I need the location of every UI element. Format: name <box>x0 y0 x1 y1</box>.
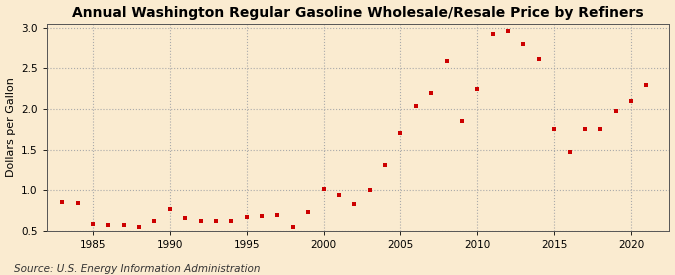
Point <box>564 150 575 154</box>
Point <box>103 223 113 228</box>
Point <box>333 193 344 197</box>
Point <box>288 225 298 229</box>
Point <box>195 218 206 223</box>
Title: Annual Washington Regular Gasoline Wholesale/Resale Price by Refiners: Annual Washington Regular Gasoline Whole… <box>72 6 644 20</box>
Point <box>241 215 252 219</box>
Point <box>149 219 160 224</box>
Text: Source: U.S. Energy Information Administration: Source: U.S. Energy Information Administ… <box>14 264 260 274</box>
Point <box>165 207 176 211</box>
Y-axis label: Dollars per Gallon: Dollars per Gallon <box>5 77 16 177</box>
Point <box>226 218 237 223</box>
Point <box>57 200 68 204</box>
Point <box>180 216 190 220</box>
Point <box>134 225 144 229</box>
Point <box>272 213 283 217</box>
Point <box>579 126 590 131</box>
Point <box>503 29 514 33</box>
Point <box>410 104 421 108</box>
Point <box>641 82 652 87</box>
Point <box>626 99 637 103</box>
Point <box>349 202 360 207</box>
Point <box>487 32 498 36</box>
Point <box>456 119 467 123</box>
Point <box>364 188 375 192</box>
Point <box>72 200 83 205</box>
Point <box>88 222 99 226</box>
Point <box>118 223 129 228</box>
Point <box>395 131 406 136</box>
Point <box>472 87 483 92</box>
Point <box>211 219 221 224</box>
Point <box>533 57 544 62</box>
Point <box>426 90 437 95</box>
Point <box>595 127 605 131</box>
Point <box>518 42 529 46</box>
Point <box>379 163 390 167</box>
Point <box>441 59 452 63</box>
Point <box>610 108 621 113</box>
Point <box>318 187 329 191</box>
Point <box>302 210 313 214</box>
Point <box>256 213 267 218</box>
Point <box>549 127 560 131</box>
